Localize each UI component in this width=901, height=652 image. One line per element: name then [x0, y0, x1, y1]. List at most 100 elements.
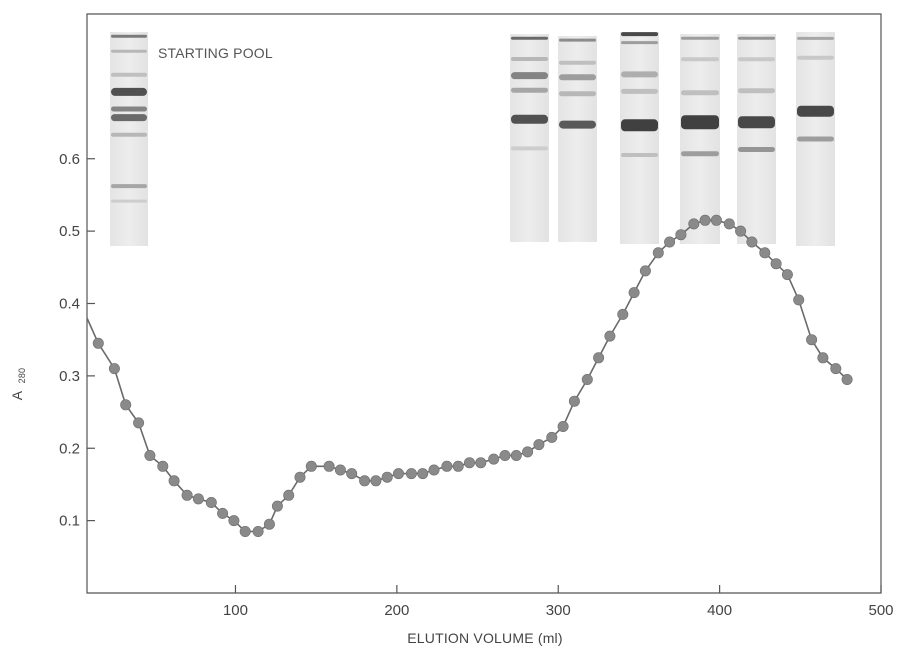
data-point — [604, 330, 616, 342]
gel-lane-background — [110, 32, 148, 246]
data-point — [652, 247, 664, 259]
gel-lane-fraction-1 — [510, 34, 549, 242]
gel-band — [559, 74, 596, 81]
data-point — [239, 525, 251, 537]
data-point — [723, 218, 735, 230]
data-point — [294, 471, 306, 483]
data-point — [488, 453, 500, 465]
gel-lane-background — [737, 34, 776, 244]
data-point — [92, 337, 104, 349]
y-tick-label: 0.2 — [59, 440, 80, 457]
data-point — [381, 471, 393, 483]
data-point — [510, 449, 522, 461]
data-point — [370, 475, 382, 487]
gel-band — [681, 115, 719, 130]
data-point — [463, 457, 475, 469]
y-tick-label: 0.6 — [59, 151, 80, 168]
data-point — [628, 287, 640, 299]
gel-band — [511, 114, 548, 124]
data-point — [688, 218, 700, 230]
gel-band — [559, 38, 596, 42]
y-tick-label: 0.3 — [59, 368, 80, 385]
svg-text:A 280: A 280 — [9, 368, 27, 400]
data-point — [770, 258, 782, 270]
data-point — [817, 352, 829, 364]
data-point — [428, 464, 440, 476]
y-axis-title-main: A — [9, 390, 25, 400]
data-point — [746, 236, 758, 248]
gel-panel — [110, 32, 835, 246]
gel-band — [111, 49, 147, 53]
gel-band — [621, 41, 658, 45]
data-point — [205, 496, 217, 508]
data-point — [593, 352, 605, 364]
gel-band — [681, 90, 719, 96]
gel-starting-pool-label: STARTING POOL — [158, 45, 273, 61]
y-axis-title: A 280 — [9, 368, 27, 400]
data-point — [664, 236, 676, 248]
gel-lane-fraction-2 — [558, 36, 597, 242]
gel-lane-background — [680, 34, 720, 244]
data-point — [710, 214, 722, 226]
data-point — [263, 518, 275, 530]
data-point — [441, 460, 453, 472]
data-point — [522, 446, 534, 458]
gel-band — [111, 132, 147, 137]
x-tick-label: 500 — [868, 602, 893, 619]
gel-band — [559, 91, 596, 97]
data-point — [405, 468, 417, 480]
gel-band — [681, 57, 719, 62]
gel-band — [797, 36, 834, 40]
data-point — [192, 493, 204, 505]
x-tick-label: 300 — [546, 602, 571, 619]
data-point — [699, 214, 711, 226]
gel-lane-background — [558, 36, 597, 242]
gel-band — [621, 119, 658, 132]
gel-band — [111, 199, 147, 203]
x-tick-label: 100 — [223, 602, 248, 619]
gel-lane-fraction-5 — [737, 34, 776, 244]
gel-band — [111, 114, 147, 122]
data-point — [252, 525, 264, 537]
data-point — [806, 334, 818, 346]
y-axis-title-subscript: 280 — [17, 368, 27, 384]
data-point — [639, 265, 651, 277]
data-point — [392, 468, 404, 480]
data-point — [581, 373, 593, 385]
data-point — [305, 460, 317, 472]
gel-band — [738, 116, 775, 129]
data-point — [168, 475, 180, 487]
axes: 100 200 300 400 500 0.1 0.2 0.3 0.4 0.5 0.6 — [59, 13, 894, 619]
data-point — [271, 500, 283, 512]
gel-band — [797, 105, 834, 117]
x-tick-label: 200 — [384, 602, 409, 619]
data-point — [417, 468, 429, 480]
gel-lane-starting-pool — [110, 32, 148, 246]
data-point — [568, 395, 580, 407]
y-tick-label: 0.5 — [59, 223, 80, 240]
data-point — [108, 363, 120, 375]
data-point — [452, 460, 464, 472]
gel-band — [511, 87, 548, 93]
data-point — [181, 489, 193, 501]
gel-lane-fraction-6 — [796, 32, 835, 246]
data-point — [334, 464, 346, 476]
gel-band — [111, 184, 147, 189]
gel-band — [621, 32, 658, 37]
gel-band — [559, 60, 596, 65]
gel-band — [111, 106, 147, 112]
x-axis-title: ELUTION VOLUME (ml) — [407, 630, 562, 646]
gel-band — [511, 57, 548, 61]
y-tick-label: 0.1 — [59, 513, 80, 530]
gel-band — [621, 153, 658, 157]
data-point — [735, 225, 747, 237]
data-point — [617, 308, 629, 320]
gel-band — [511, 146, 548, 151]
gel-band — [738, 57, 775, 62]
y-tick-label: 0.4 — [59, 296, 80, 313]
data-point — [217, 507, 229, 519]
x-tick-label: 400 — [707, 602, 732, 619]
data-point — [133, 417, 145, 429]
data-point — [781, 269, 793, 281]
